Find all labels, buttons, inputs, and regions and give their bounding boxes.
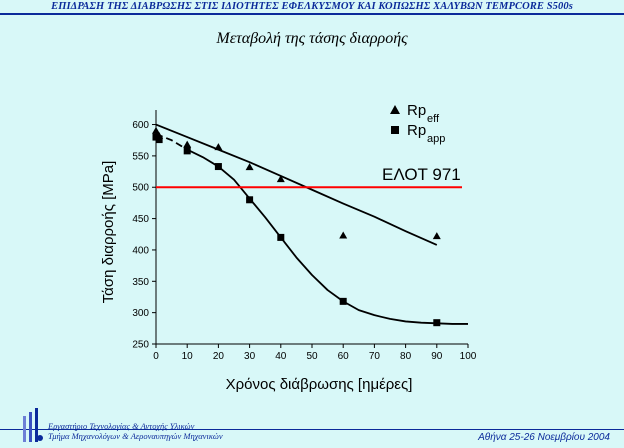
x-tick-label: 30	[244, 351, 256, 362]
rp-eff-point	[276, 175, 285, 183]
legend-rp-app-marker	[391, 126, 399, 134]
x-axis-title: Χρόνος διάβρωσης [ημέρες]	[226, 376, 413, 393]
rp-eff-point	[152, 126, 160, 134]
rp-eff-fit-curve	[156, 123, 438, 246]
x-tick-label: 40	[275, 351, 287, 362]
header-divider	[0, 13, 624, 15]
x-tick-label: 20	[213, 351, 225, 362]
x-tick-label: 80	[400, 351, 412, 362]
x-tick-label: 70	[369, 351, 381, 362]
lab-logo-icon	[23, 408, 43, 442]
rp-app-point	[277, 233, 285, 241]
y-tick-label: 450	[132, 214, 149, 225]
presentation-date: Αθήνα 25-26 Νοεμβρίου 2004	[478, 432, 610, 443]
rp-eff-point	[339, 231, 348, 239]
x-tick-label: 100	[460, 351, 477, 362]
reference-line-label: ΕΛΟΤ 971	[382, 165, 461, 184]
reference-line-group: ΕΛΟΤ 971	[156, 165, 462, 189]
footer-divider	[0, 429, 624, 430]
legend-rp-eff-marker	[390, 105, 400, 114]
y-tick-label: 500	[132, 183, 149, 194]
y-tick-label: 600	[132, 120, 149, 131]
axes: 250 300 350 400 450 500 550 600 0 10 20 30 40 50 60 70 8…	[132, 110, 477, 362]
rp-app-point	[339, 297, 347, 305]
department-name: Τμήμα Μηχανολόγων & Αεροναυπηγών Μηχανικ…	[48, 431, 223, 441]
header-title: ΕΠΙΔΡΑΣΗ ΤΗΣ ΔΙΑΒΡΩΣΗΣ ΣΤΙΣ ΙΔΙΟΤΗΤΕΣ ΕΦ…	[51, 1, 573, 12]
rp-eff-point	[183, 140, 192, 148]
y-tick-label: 350	[132, 277, 149, 288]
legend-rp-app-label: Rp	[407, 122, 426, 139]
axis-titles: Χρόνος διάβρωσης [ημέρες] Τάση διαρροής […	[100, 161, 412, 393]
legend-rp-eff-label: Rp	[407, 102, 426, 119]
rp-app-fit-curve	[186, 148, 468, 325]
rp-app-point	[155, 136, 163, 144]
data-markers	[152, 126, 441, 327]
y-tick-label: 250	[132, 340, 149, 351]
x-tick-label: 50	[306, 351, 318, 362]
lab-name: Εργαστήριο Τεχνολογίας & Αντοχής Υλικών	[48, 421, 195, 431]
rp-eff-point	[214, 143, 223, 151]
chart-subtitle: Μεταβολή της τάσης διαρροής	[216, 30, 408, 47]
y-tick-label: 550	[132, 151, 149, 162]
y-tick-label: 300	[132, 308, 149, 319]
x-tick-label: 0	[153, 351, 159, 362]
x-tick-label: 10	[182, 351, 194, 362]
rp-app-point	[433, 319, 441, 327]
x-tick-label: 90	[431, 351, 443, 362]
y-tick-label: 400	[132, 245, 149, 256]
rp-eff-point	[432, 232, 441, 240]
rp-app-point	[183, 147, 191, 155]
legend-rp-eff-subscript: eff	[427, 113, 440, 125]
fit-curves	[156, 123, 468, 325]
rp-app-point	[246, 196, 254, 204]
rp-app-point	[214, 163, 222, 171]
legend-rp-app-subscript: app	[427, 133, 445, 145]
y-axis-title: Τάση διαρροής [MPa]	[100, 161, 117, 304]
rp-eff-point	[245, 163, 254, 171]
x-tick-label: 60	[338, 351, 350, 362]
